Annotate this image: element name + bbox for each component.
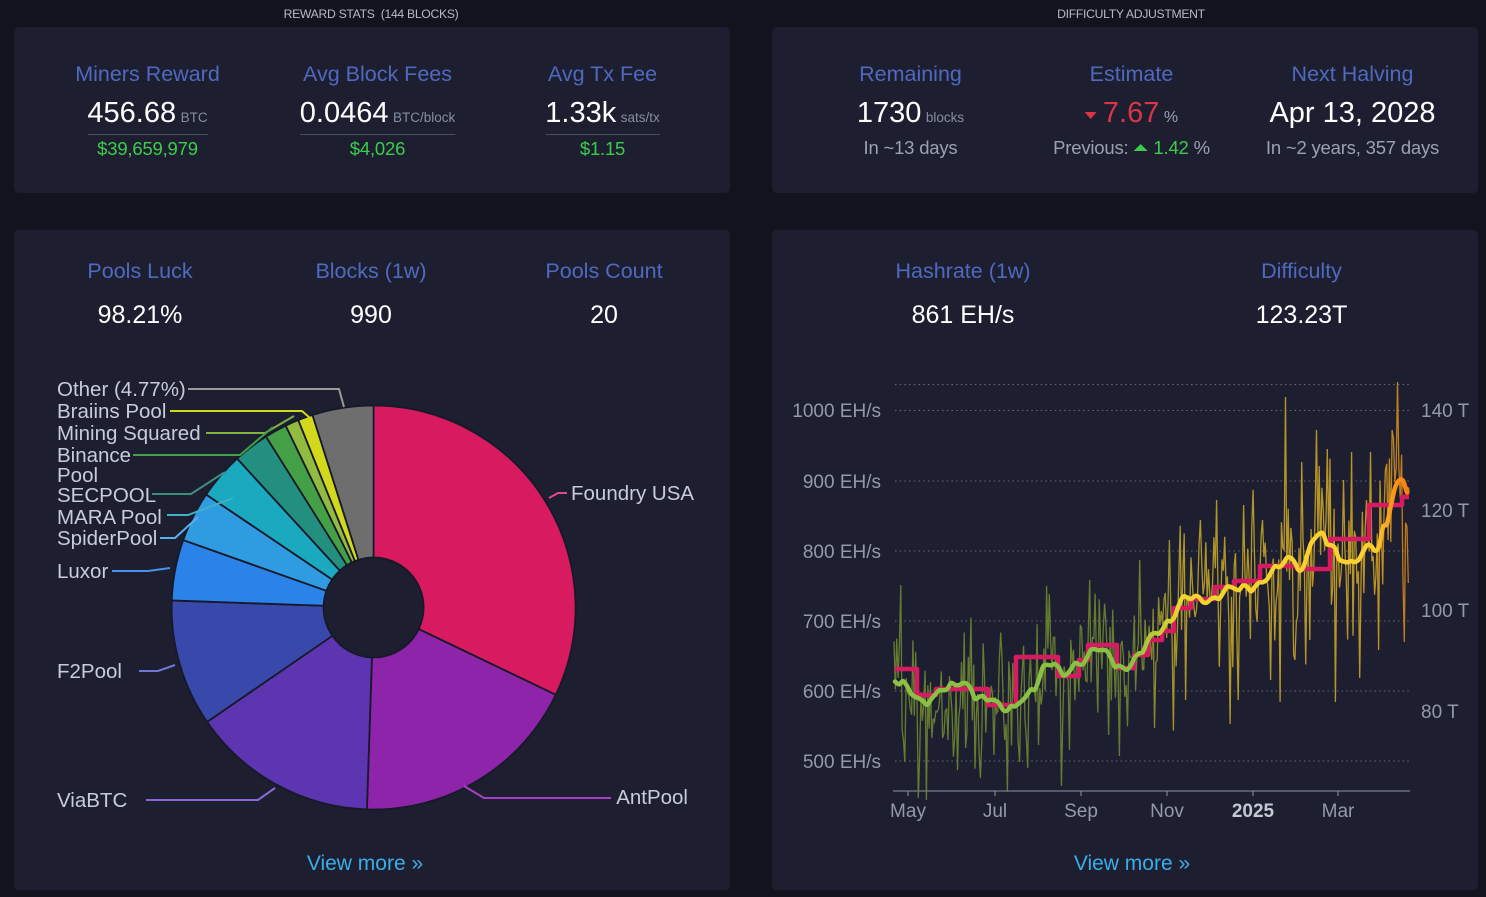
svg-text:100 T: 100 T: [1421, 601, 1470, 622]
svg-text:900 EH/s: 900 EH/s: [803, 472, 881, 493]
svg-text:600 EH/s: 600 EH/s: [803, 682, 881, 703]
svg-text:2025: 2025: [1232, 801, 1275, 822]
svg-text:Jul: Jul: [983, 801, 1007, 822]
svg-text:Mining Squared: Mining Squared: [57, 422, 201, 445]
svg-text:800 EH/s: 800 EH/s: [803, 542, 881, 563]
svg-text:Pool: Pool: [57, 464, 98, 487]
svg-text:Foundry USA: Foundry USA: [571, 482, 694, 505]
svg-text:1000 EH/s: 1000 EH/s: [792, 401, 881, 422]
svg-text:500 EH/s: 500 EH/s: [803, 752, 881, 773]
svg-text:F2Pool: F2Pool: [57, 660, 122, 683]
svg-text:Braiins Pool: Braiins Pool: [57, 400, 166, 423]
svg-text:MARA Pool: MARA Pool: [57, 506, 162, 529]
svg-text:120 T: 120 T: [1421, 501, 1470, 522]
svg-text:Luxor: Luxor: [57, 560, 108, 583]
svg-text:Nov: Nov: [1150, 801, 1184, 822]
svg-text:SpiderPool: SpiderPool: [57, 527, 157, 550]
svg-text:Other (4.77%): Other (4.77%): [57, 378, 186, 401]
svg-text:May: May: [890, 801, 926, 822]
svg-text:SECPOOL: SECPOOL: [57, 484, 156, 507]
svg-text:Binance: Binance: [57, 444, 131, 467]
svg-text:Sep: Sep: [1064, 801, 1098, 822]
svg-text:ViaBTC: ViaBTC: [57, 789, 127, 812]
svg-text:AntPool: AntPool: [616, 786, 688, 809]
svg-text:140 T: 140 T: [1421, 401, 1470, 422]
svg-text:Mar: Mar: [1322, 801, 1355, 822]
svg-text:80 T: 80 T: [1421, 702, 1459, 723]
svg-text:700 EH/s: 700 EH/s: [803, 612, 881, 633]
